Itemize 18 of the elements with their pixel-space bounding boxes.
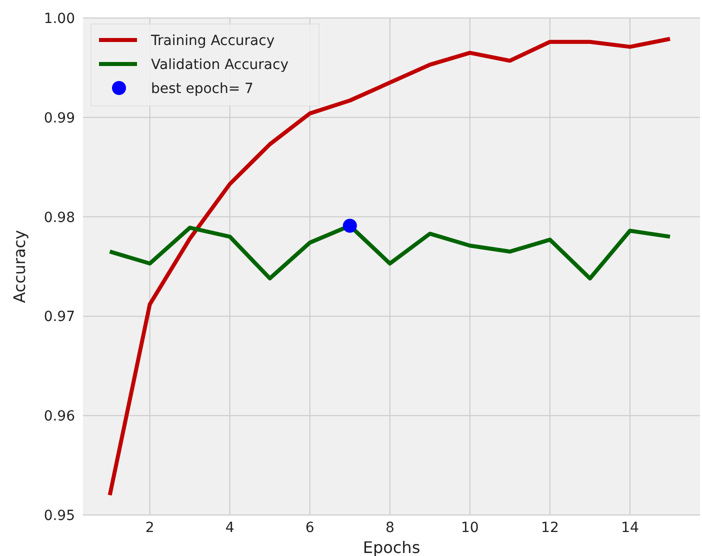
x-tick-label: 8 <box>385 520 394 536</box>
x-tick-label: 4 <box>225 520 234 536</box>
y-tick-label: 0.95 <box>44 508 75 524</box>
x-tick-label: 2 <box>145 520 154 536</box>
x-axis-title: Epochs <box>362 538 420 556</box>
x-tick-label: 14 <box>621 520 639 536</box>
x-tick-label: 6 <box>305 520 314 536</box>
y-tick-label: 0.99 <box>44 110 75 126</box>
y-tick-label: 0.98 <box>44 210 75 226</box>
x-tick-label: 10 <box>461 520 479 536</box>
y-tick-label: 0.96 <box>44 408 76 425</box>
legend-label: Training Accuracy <box>150 33 275 49</box>
legend-label: Validation Accuracy <box>151 57 288 73</box>
y-tick-label: 0.97 <box>44 309 75 326</box>
y-tick-label: 1.00 <box>44 11 75 27</box>
legend-label: best epoch= 7 <box>151 81 254 97</box>
x-tick-label: 12 <box>541 520 559 536</box>
y-axis-title: Accuracy <box>10 230 29 304</box>
